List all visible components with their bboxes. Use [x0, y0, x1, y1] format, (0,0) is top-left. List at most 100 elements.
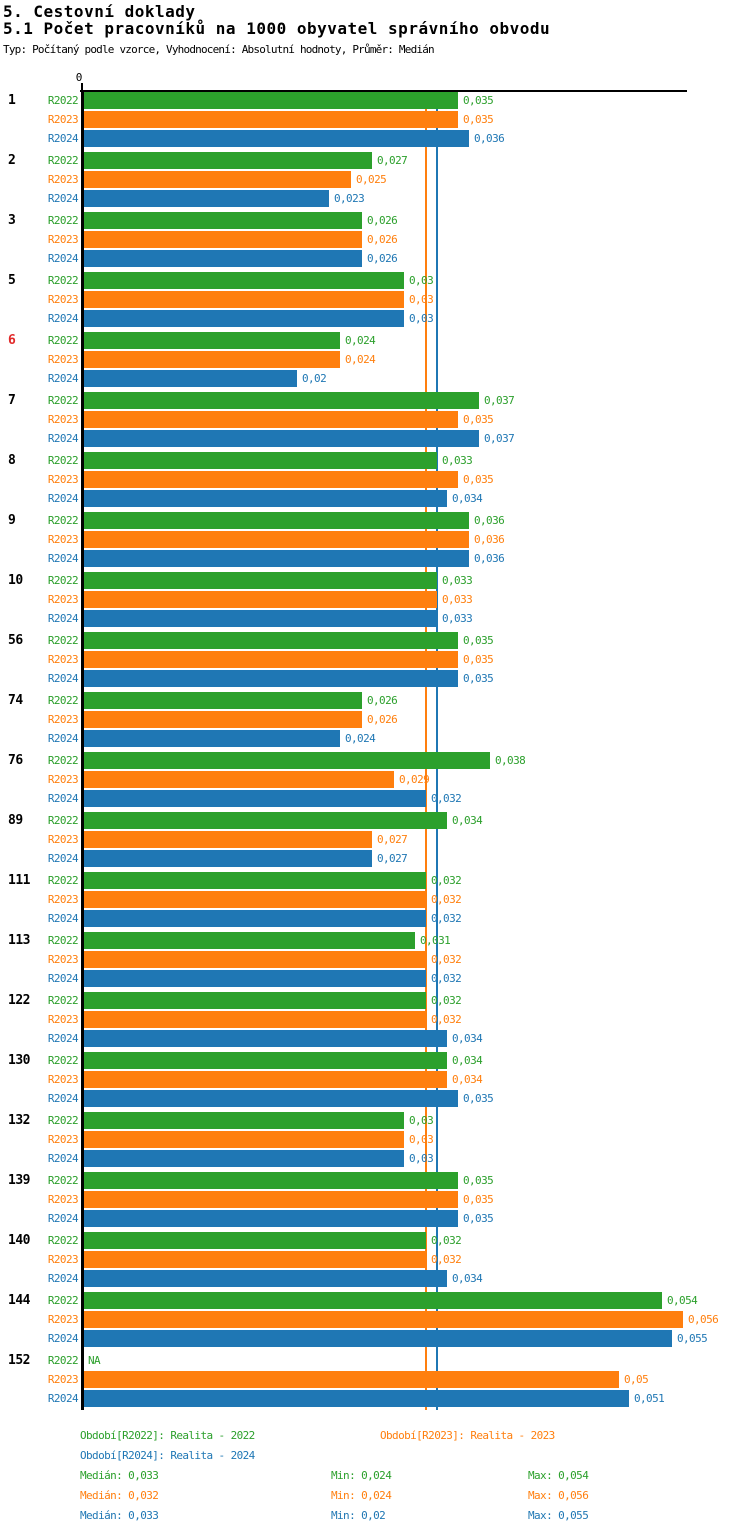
bar-value-label-r2023-group-113: 0,032	[431, 953, 462, 966]
series-label-r2023: R2023	[47, 593, 79, 606]
bar-value-label-r2024-group-113: 0,032	[431, 972, 462, 985]
series-label-r2023: R2023	[47, 713, 79, 726]
series-label-r2023: R2023	[47, 893, 79, 906]
bar-value-label-r2023-group-111: 0,032	[431, 893, 462, 906]
bar-value-label-r2023-group-122: 0,032	[431, 1013, 462, 1026]
bar-r2023-group-130	[84, 1071, 447, 1088]
series-label-r2022: R2022	[47, 694, 79, 707]
bar-r2022-group-76	[84, 752, 490, 769]
bar-value-label-r2022-group-74: 0,026	[367, 694, 398, 707]
axis-line-horizontal	[80, 90, 687, 92]
bar-r2022-group-5	[84, 272, 404, 289]
series-label-r2024: R2024	[47, 612, 79, 625]
bar-r2024-group-76	[84, 790, 426, 807]
report-section-title: 5. Cestovní doklady	[3, 2, 196, 21]
series-label-r2024: R2024	[47, 972, 79, 985]
group-label-140: 140	[8, 1233, 30, 1248]
series-label-r2023: R2023	[47, 1373, 79, 1386]
series-label-r2024: R2024	[47, 1332, 79, 1345]
bar-value-label-r2023-group-144: 0,056	[688, 1313, 719, 1326]
bar-r2023-group-5	[84, 291, 404, 308]
bar-value-label-r2024-group-144: 0,055	[677, 1332, 708, 1345]
bar-value-label-r2024-group-9: 0,036	[474, 552, 505, 565]
group-label-152: 152	[8, 1353, 30, 1368]
bar-value-label-r2022-group-144: 0,054	[667, 1294, 698, 1307]
bar-r2022-group-2	[84, 152, 372, 169]
bar-value-label-r2022-group-76: 0,038	[495, 754, 526, 767]
group-label-3: 3	[8, 213, 16, 228]
bar-value-label-r2022-group-6: 0,024	[345, 334, 376, 347]
bar-r2023-group-74	[84, 711, 362, 728]
series-label-r2022: R2022	[47, 574, 79, 587]
series-label-r2022: R2022	[47, 1054, 79, 1067]
series-label-r2023: R2023	[47, 173, 79, 186]
bar-r2023-group-76	[84, 771, 394, 788]
bar-r2024-group-9	[84, 550, 469, 567]
bar-value-label-r2024-group-56: 0,035	[463, 672, 494, 685]
bar-r2024-group-111	[84, 910, 426, 927]
bar-value-label-r2024-group-1: 0,036	[474, 132, 505, 145]
stat-median-2024: Medián: 0,033	[80, 1509, 159, 1522]
bar-r2023-group-3	[84, 231, 362, 248]
bar-value-label-r2023-group-56: 0,035	[463, 653, 494, 666]
group-label-89: 89	[8, 813, 23, 828]
bar-value-label-r2022-group-10: 0,033	[442, 574, 473, 587]
bar-value-label-r2022-group-56: 0,035	[463, 634, 494, 647]
median-line-r2023	[424, 90, 427, 1410]
legend-period-2024: Období[R2024]: Realita - 2024	[80, 1449, 255, 1462]
series-label-r2022: R2022	[47, 274, 79, 287]
series-label-r2022: R2022	[47, 1294, 79, 1307]
series-label-r2022: R2022	[47, 454, 79, 467]
series-label-r2022: R2022	[47, 634, 79, 647]
bar-value-label-r2023-group-1: 0,035	[463, 113, 494, 126]
bar-value-label-r2022-group-8: 0,033	[442, 454, 473, 467]
bar-r2022-group-89	[84, 812, 447, 829]
series-label-r2022: R2022	[47, 1234, 79, 1247]
bar-value-label-r2022-group-132: 0,03	[409, 1114, 434, 1127]
bar-r2022-group-7	[84, 392, 479, 409]
series-label-r2024: R2024	[47, 1212, 79, 1225]
series-label-r2022: R2022	[47, 394, 79, 407]
bar-value-label-r2024-group-130: 0,035	[463, 1092, 494, 1105]
bar-value-label-r2024-group-3: 0,026	[367, 252, 398, 265]
stat-min-2022: Min: 0,024	[331, 1469, 392, 1482]
bar-r2023-group-7	[84, 411, 458, 428]
group-label-7: 7	[8, 393, 16, 408]
bar-value-label-r2022-group-7: 0,037	[484, 394, 515, 407]
series-label-r2023: R2023	[47, 413, 79, 426]
series-label-r2023: R2023	[47, 1073, 79, 1086]
series-label-r2024: R2024	[47, 192, 79, 205]
series-label-r2024: R2024	[47, 1092, 79, 1105]
bar-value-label-r2024-group-132: 0,03	[409, 1152, 434, 1165]
bar-r2023-group-8	[84, 471, 458, 488]
series-label-r2023: R2023	[47, 773, 79, 786]
group-label-2: 2	[8, 153, 16, 168]
stat-min-2023: Min: 0,024	[331, 1489, 392, 1502]
bar-r2024-group-5	[84, 310, 404, 327]
stat-median-2022: Medián: 0,033	[80, 1469, 159, 1482]
bar-value-label-r2023-group-2: 0,025	[356, 173, 387, 186]
bar-value-label-r2022-group-5: 0,03	[409, 274, 434, 287]
bar-value-label-r2024-group-139: 0,035	[463, 1212, 494, 1225]
group-label-56: 56	[8, 633, 23, 648]
axis-line-vertical	[81, 90, 84, 1410]
series-label-r2024: R2024	[47, 432, 79, 445]
series-label-r2023: R2023	[47, 1133, 79, 1146]
bar-value-label-r2023-group-76: 0,029	[399, 773, 430, 786]
bar-r2024-group-122	[84, 1030, 447, 1047]
bar-value-label-r2024-group-76: 0,032	[431, 792, 462, 805]
bar-r2024-group-139	[84, 1210, 458, 1227]
series-label-r2023: R2023	[47, 1193, 79, 1206]
median-line-r2024	[435, 90, 438, 1410]
series-label-r2022: R2022	[47, 754, 79, 767]
bar-value-label-r2022-group-140: 0,032	[431, 1234, 462, 1247]
bar-value-label-r2024-group-5: 0,03	[409, 312, 434, 325]
bar-value-label-r2024-group-89: 0,027	[377, 852, 408, 865]
series-label-r2024: R2024	[47, 732, 79, 745]
series-label-r2022: R2022	[47, 814, 79, 827]
bar-r2023-group-152	[84, 1371, 619, 1388]
series-label-r2023: R2023	[47, 1253, 79, 1266]
bar-r2023-group-1	[84, 111, 458, 128]
series-label-r2024: R2024	[47, 792, 79, 805]
bar-r2022-group-130	[84, 1052, 447, 1069]
